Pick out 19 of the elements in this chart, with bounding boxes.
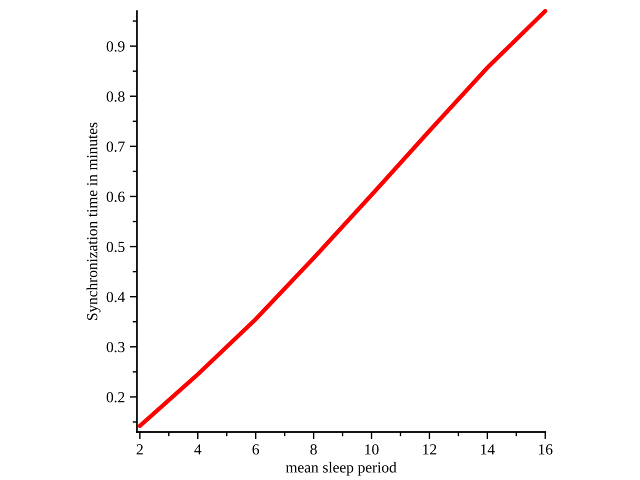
x-tick-label: 6 — [252, 444, 260, 455]
line-series — [138, 8, 548, 428]
y-tick-label: 0.9 — [106, 41, 125, 52]
y-tick-label: 0.6 — [106, 192, 125, 202]
x-tick-label: 2 — [136, 444, 143, 454]
y-tick-label: 0.3 — [106, 342, 125, 352]
x-axis-title: mean sleep period — [286, 462, 397, 476]
y-tick-label: 0.7 — [106, 141, 125, 152]
x-tick-label: 14 — [481, 444, 495, 454]
x-tick-label: 8 — [310, 444, 317, 455]
x-tick-label: 12 — [423, 444, 436, 454]
y-axis-title: Synchronization time in minutes — [86, 122, 100, 320]
x-tick-label: 10 — [365, 444, 379, 455]
x-tick-label: 4 — [194, 444, 202, 454]
y-tick-label: 0.5 — [106, 242, 125, 252]
x-tick-label: 16 — [538, 444, 552, 455]
y-tick-label: 0.4 — [106, 292, 125, 302]
y-tick-label: 0.8 — [106, 91, 125, 102]
y-tick-label: 0.2 — [106, 392, 124, 402]
